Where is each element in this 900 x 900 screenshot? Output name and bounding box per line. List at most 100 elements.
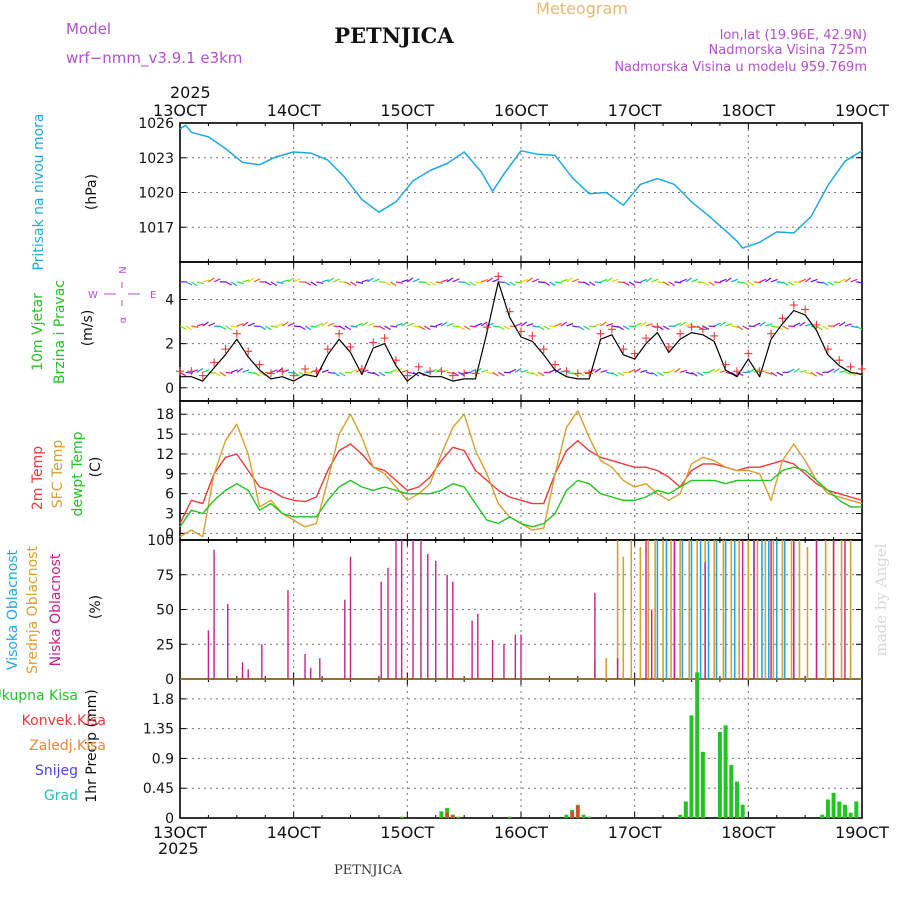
wind-barb <box>196 281 204 285</box>
wind-barb <box>577 371 585 377</box>
wind-barb <box>526 371 534 375</box>
wind-barb <box>310 325 318 328</box>
wind-barb <box>435 322 443 327</box>
wind-barb <box>623 325 630 330</box>
wind-barb <box>770 371 778 377</box>
wind-barb <box>600 321 607 327</box>
model-name: wrf−nmm_v3.9.1 e3km <box>66 49 242 68</box>
wind-barb <box>338 325 346 331</box>
wind-barb <box>338 371 346 377</box>
wind-barb <box>708 368 716 373</box>
x-tick-label-bottom: 16OCT <box>494 823 548 842</box>
precip-total-bar <box>837 801 842 818</box>
wind-barb <box>850 325 858 329</box>
wind-barb <box>816 281 824 284</box>
wind-barb <box>253 278 261 283</box>
wind-speed-line <box>180 281 863 382</box>
compass-e: E <box>150 290 156 301</box>
y-tick-label: 25 <box>156 637 174 653</box>
precip-total-bar <box>683 801 688 818</box>
y-tick-label: 1.8 <box>152 692 174 708</box>
precip-total-bar <box>831 792 836 818</box>
wind-barb <box>708 325 716 328</box>
compass-s: α <box>118 316 129 323</box>
pressure-unit: (hPa) <box>84 174 100 210</box>
wind-barb <box>452 278 460 283</box>
wind-barb <box>367 277 374 283</box>
wind-barb <box>606 371 614 375</box>
wind-barb <box>549 325 557 328</box>
compass-n: N <box>118 266 129 273</box>
wind-barb <box>833 367 840 373</box>
wind-barb <box>344 281 352 286</box>
precip-conv-bar <box>445 812 449 818</box>
wind-barb <box>713 367 721 373</box>
y-tick-label: 9 <box>165 467 174 483</box>
wind-barb <box>248 371 256 374</box>
wind-barb <box>844 371 852 375</box>
wind-barb <box>805 371 813 375</box>
x-tick-label-top: 13OCT <box>153 101 207 120</box>
wind-barb <box>429 325 438 328</box>
wind-barb <box>202 321 209 327</box>
wind-barb <box>725 277 732 283</box>
precip-total-bar <box>439 811 444 818</box>
wind-barb <box>662 325 670 330</box>
wind-barb <box>537 325 545 331</box>
wind-barb <box>509 368 517 373</box>
compass-rose: N W E α <box>88 266 156 323</box>
precip-total-bar <box>507 816 512 818</box>
temp-ylabel-2m: 2m Temp <box>30 446 46 510</box>
wind-barb <box>355 323 363 327</box>
compass-w: W <box>88 290 98 301</box>
wind-barb <box>372 371 380 377</box>
wind-barb <box>640 321 647 327</box>
wind-barb <box>492 371 499 377</box>
wind-barb <box>691 371 698 377</box>
wind-barb <box>850 278 858 283</box>
y-tick-label: 100 <box>147 533 174 549</box>
cloud-ylabel-low: Niska Oblacnost <box>48 553 64 666</box>
wind-barb <box>645 323 653 327</box>
temp-ylabel-dewpt: dewpt Temp <box>70 431 86 516</box>
wind-barb <box>259 325 266 330</box>
wind-barb <box>327 322 335 327</box>
wind-barb <box>736 325 744 331</box>
x-tick-label-bottom: 19OCT <box>835 823 889 842</box>
y-tick-label: 0 <box>165 811 174 827</box>
wind-barb <box>554 367 562 373</box>
wind-barb <box>782 325 789 330</box>
wind-barb <box>276 367 283 373</box>
wind-barb <box>213 278 221 283</box>
pressure-ylabel: Pritisak na nivou mora <box>31 113 47 270</box>
wind-barb <box>713 322 721 327</box>
wind-barb <box>219 371 227 377</box>
temp-unit: (C) <box>88 457 104 478</box>
y-tick-label: 75 <box>156 568 174 584</box>
wind-barb <box>799 321 806 327</box>
legend-ukupna-kisa: Ukupna Kisa <box>0 688 78 704</box>
wind-barb <box>264 325 272 331</box>
wind-barb <box>645 277 653 283</box>
wind-barb <box>225 325 232 331</box>
wind-barb <box>481 279 489 283</box>
wind-barb <box>770 278 778 283</box>
legend-snijeg: Snijeg <box>35 763 78 779</box>
temperature-panel: 0 3 6 9 12 15 18 <box>156 407 863 542</box>
wind-barb <box>293 371 300 377</box>
wind-barb <box>725 323 733 327</box>
wind-barb <box>463 325 471 331</box>
wind-barb <box>611 278 619 283</box>
wind-barb <box>304 281 312 286</box>
wind-barb <box>225 281 232 286</box>
model-altitude-label: Nadmorska Visina u modelu 959.769m <box>614 60 867 75</box>
precip-total-bar <box>854 801 859 818</box>
wind-barb <box>395 281 403 284</box>
precip-total-bar <box>399 816 404 818</box>
wind-barb <box>560 278 568 283</box>
wind-barb <box>589 325 597 328</box>
wind-barb <box>350 369 358 373</box>
wind-barb <box>480 321 488 327</box>
precip-total-bar <box>700 751 705 818</box>
y-tick-label: 12 <box>156 447 174 463</box>
